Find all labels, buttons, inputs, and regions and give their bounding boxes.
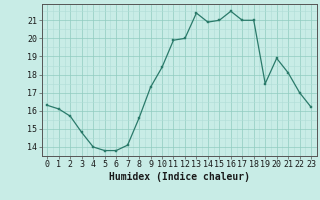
X-axis label: Humidex (Indice chaleur): Humidex (Indice chaleur) (109, 172, 250, 182)
